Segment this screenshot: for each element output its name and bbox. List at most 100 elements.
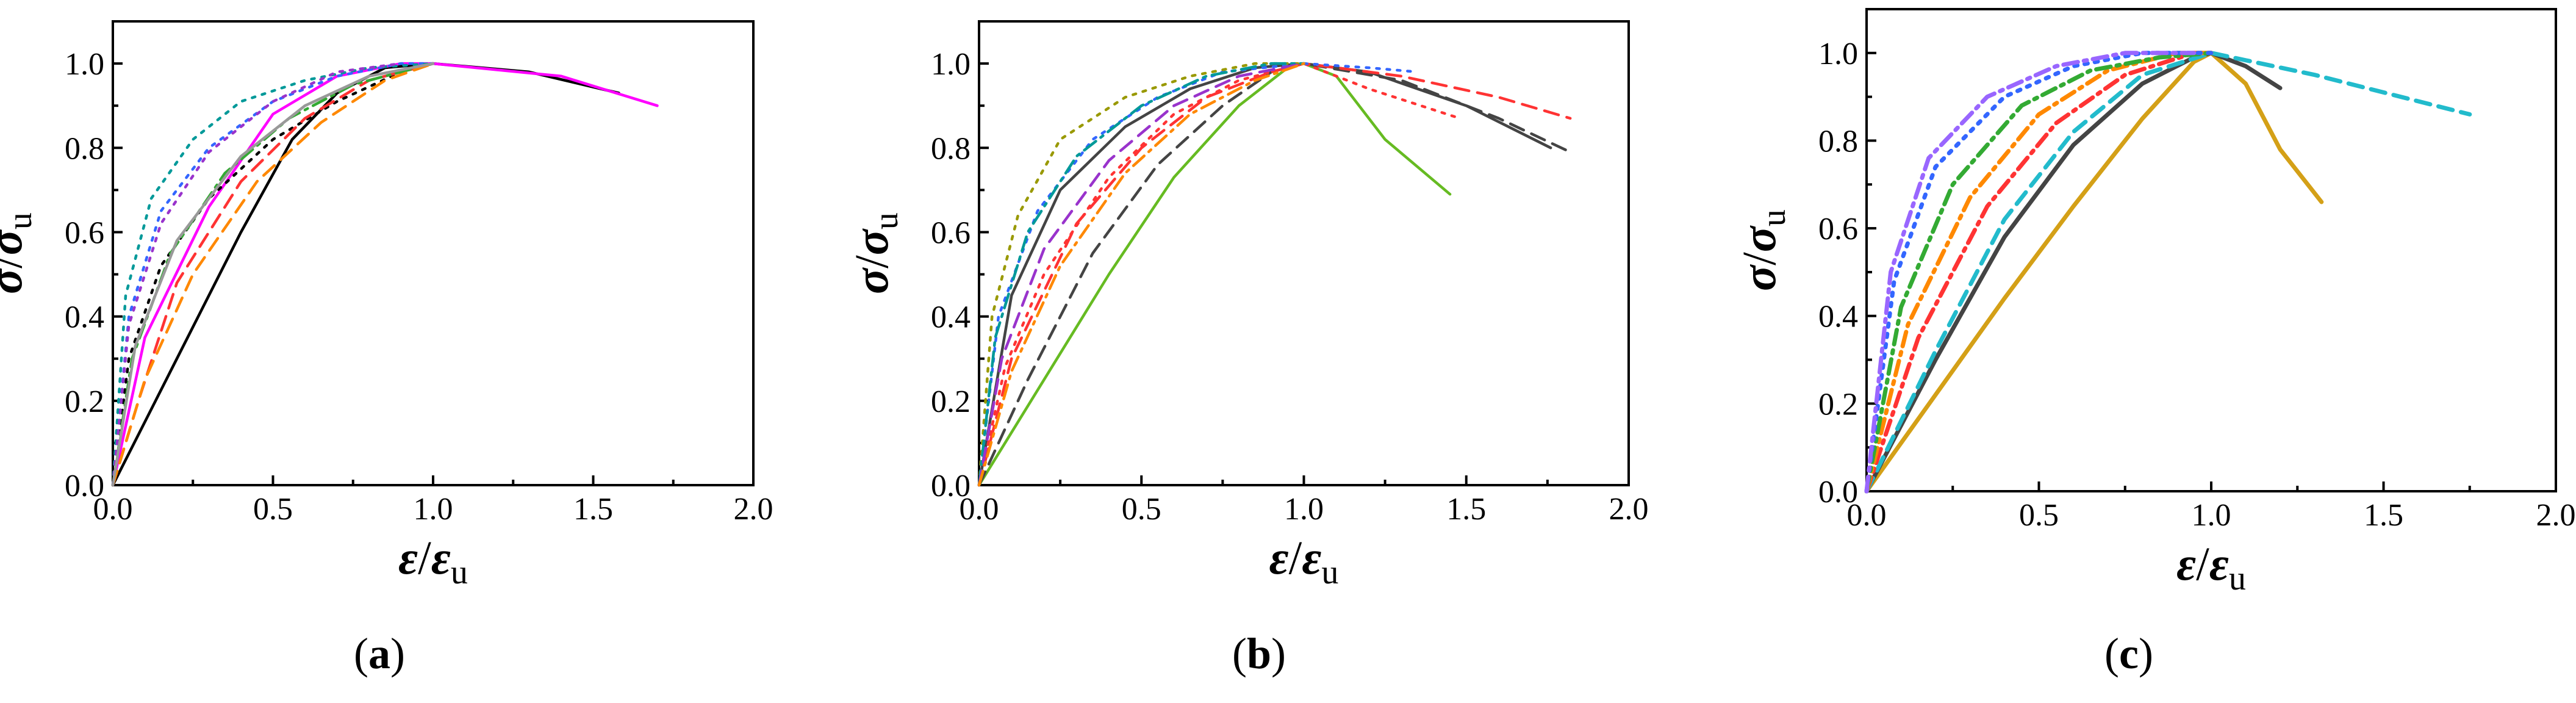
- y-axis-title-numerator: σ: [1732, 264, 1785, 291]
- y-tick-label: 0.4: [931, 300, 970, 335]
- x-axis-title-subscript: u: [1321, 553, 1338, 591]
- series-line-b3: [977, 62, 1572, 487]
- x-axis-title-numerator: ε: [2176, 537, 2196, 590]
- y-tick-label: 0.8: [1818, 124, 1858, 159]
- x-axis-title-slash: /: [1289, 531, 1302, 584]
- x-axis-title-denominator: ε: [1302, 531, 1321, 584]
- x-axis-title: ε/εu: [2176, 537, 2246, 597]
- y-axis-title-denominator: σ: [0, 228, 32, 255]
- plot-frame: [978, 20, 1630, 486]
- series-line-b8: [977, 62, 1305, 487]
- y-axis-title-numerator: σ: [0, 267, 32, 294]
- y-tick-label: 0.4: [1818, 300, 1858, 334]
- series-line-b2: [977, 62, 1552, 487]
- y-tick-label: 1.0: [1818, 37, 1858, 71]
- caption-open-paren: (: [1232, 629, 1247, 678]
- chart-a: 0.00.51.01.52.00.00.20.40.60.81.0ε/εuσ/σ…: [0, 20, 773, 591]
- series-line-a1: [111, 62, 620, 487]
- y-axis-title-subscript: u: [1755, 209, 1793, 226]
- series-line-c6: [1864, 51, 2214, 494]
- x-axis-title-denominator: ε: [2209, 537, 2229, 590]
- x-tick-label: 0.0: [93, 492, 133, 527]
- caption-open-paren: (: [354, 629, 368, 678]
- caption-close-paren: ): [1271, 629, 1286, 678]
- x-axis-title-subscript: u: [2229, 560, 2246, 597]
- x-tick-label: 0.5: [1122, 492, 1161, 527]
- series-line-a3: [111, 62, 435, 487]
- caption-close-paren: ): [2138, 629, 2153, 678]
- series-line-c7: [1864, 51, 2214, 494]
- y-axis-title-slash: /: [0, 255, 32, 269]
- series-line-c3: [1864, 51, 2472, 494]
- x-axis-title-slash: /: [418, 531, 431, 584]
- chart-c: 0.0 0.5 1.0 1.5 2.00.00.20.40.60.81.0ε/εuσ/σ…: [1732, 8, 2576, 597]
- x-tick-label: 1.0: [414, 492, 453, 527]
- caption-close-paren: ): [390, 629, 405, 678]
- x-axis-title-numerator: ε: [1269, 531, 1289, 584]
- x-tick-label: 1.0: [1284, 492, 1324, 527]
- y-tick-label: 0.0: [1818, 475, 1858, 510]
- panel-caption-a: (a): [354, 629, 405, 679]
- series-line-c2: [1864, 51, 2283, 494]
- y-tick-label: 0.0: [931, 469, 970, 503]
- y-axis-title-denominator: σ: [1732, 225, 1785, 252]
- series-line-b4: [977, 62, 1572, 487]
- y-tick-label: 0.6: [65, 215, 104, 250]
- x-tick-label: 0.5: [2019, 498, 2059, 533]
- series-line-a6: [111, 62, 435, 487]
- x-axis-title-numerator: ε: [398, 531, 418, 584]
- x-tick-label: 1.5: [2364, 498, 2403, 533]
- y-tick-label: 0.2: [931, 384, 970, 419]
- series-line-c4: [1864, 51, 2214, 494]
- y-tick-label: 0.8: [65, 131, 104, 166]
- series-line-a7: [111, 62, 435, 487]
- y-tick-label: 0.6: [931, 215, 970, 250]
- panel-caption-b: (b): [1232, 629, 1286, 679]
- series-line-b5: [977, 62, 1462, 487]
- x-axis-title-denominator: ε: [431, 531, 451, 584]
- x-tick-label: 1.5: [573, 492, 613, 527]
- plot-frame: [1865, 8, 2557, 492]
- y-tick-label: 1.0: [65, 47, 104, 82]
- y-tick-label: 0.8: [931, 131, 970, 166]
- x-tick-label: 0.0: [960, 492, 999, 527]
- y-axis-title: σ/σu: [0, 212, 39, 294]
- x-axis-title-subscript: u: [451, 553, 468, 591]
- series-line-b1: [977, 62, 1452, 487]
- y-tick-label: 0.4: [65, 300, 104, 335]
- series-line-b9: [977, 62, 1305, 487]
- series-line-b7: [977, 62, 1305, 487]
- y-tick-label: 0.6: [1818, 212, 1858, 247]
- caption-letter: c: [2119, 629, 2139, 678]
- caption-open-paren: (: [2104, 629, 2119, 678]
- series-line-c8: [1864, 51, 2197, 494]
- x-tick-label: 2.0: [2536, 498, 2576, 533]
- x-axis-title: ε/εu: [398, 531, 468, 591]
- x-tick-label: 2.0: [1609, 492, 1649, 527]
- series-line-a9: [111, 62, 435, 487]
- series-line-b10: [977, 62, 1305, 487]
- y-axis-title-subscript: u: [867, 212, 905, 229]
- x-axis-title: ε/εu: [1269, 531, 1339, 591]
- x-axis-title-slash: /: [2196, 537, 2209, 590]
- y-tick-label: 0.2: [65, 384, 104, 419]
- series-line-a10: [111, 62, 435, 487]
- y-tick-label: 0.0: [65, 469, 104, 503]
- plot-frame: [112, 20, 755, 486]
- y-axis-title-slash: /: [845, 255, 898, 269]
- y-axis-title: σ/σu: [845, 212, 905, 294]
- y-tick-label: 0.2: [1818, 387, 1858, 422]
- series-line-c1: [1864, 51, 2324, 494]
- y-axis-title: σ/σu: [1732, 209, 1793, 291]
- caption-letter: a: [368, 629, 390, 678]
- y-axis-title-subscript: u: [1, 212, 39, 229]
- x-tick-label: 0.5: [253, 492, 293, 527]
- x-tick-label: 1.0: [2192, 498, 2231, 533]
- series-line-a5: [111, 62, 435, 487]
- y-tick-label: 1.0: [931, 47, 970, 82]
- series-line-a2: [111, 62, 659, 487]
- y-axis-title-denominator: σ: [845, 228, 898, 255]
- y-axis-title-slash: /: [1732, 252, 1785, 265]
- x-tick-label: 1.5: [1446, 492, 1486, 527]
